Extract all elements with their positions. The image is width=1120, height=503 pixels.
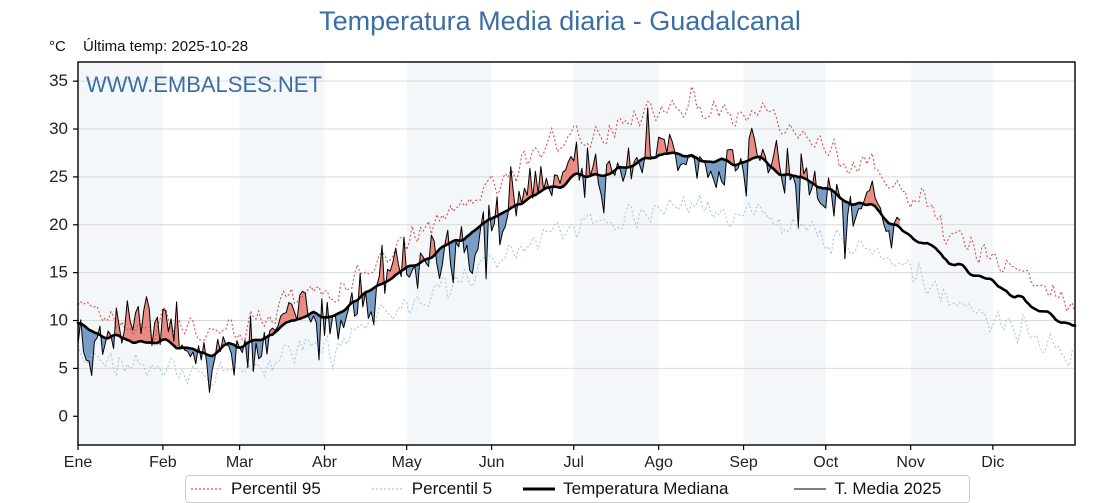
svg-text:30: 30 <box>49 119 68 138</box>
svg-text:Dic: Dic <box>981 454 1004 471</box>
svg-text:Abr: Abr <box>312 454 338 471</box>
svg-text:15: 15 <box>49 263 68 282</box>
svg-text:Jun: Jun <box>479 454 505 471</box>
svg-text:May: May <box>392 454 422 471</box>
svg-text:Sep: Sep <box>729 454 758 471</box>
svg-text:20: 20 <box>49 215 68 234</box>
svg-text:25: 25 <box>49 167 68 186</box>
svg-text:5: 5 <box>59 358 68 377</box>
svg-text:Oct: Oct <box>813 454 838 471</box>
svg-text:10: 10 <box>49 311 68 330</box>
svg-text:Jul: Jul <box>564 454 584 471</box>
svg-text:Mar: Mar <box>226 454 254 471</box>
svg-text:Feb: Feb <box>149 454 177 471</box>
svg-text:0: 0 <box>59 406 68 425</box>
svg-text:WWW.EMBALSES.NET: WWW.EMBALSES.NET <box>86 72 322 97</box>
svg-text:35: 35 <box>49 71 68 90</box>
svg-text:Ene: Ene <box>64 454 93 471</box>
svg-text:Ago: Ago <box>644 454 673 471</box>
svg-text:Nov: Nov <box>896 454 924 471</box>
